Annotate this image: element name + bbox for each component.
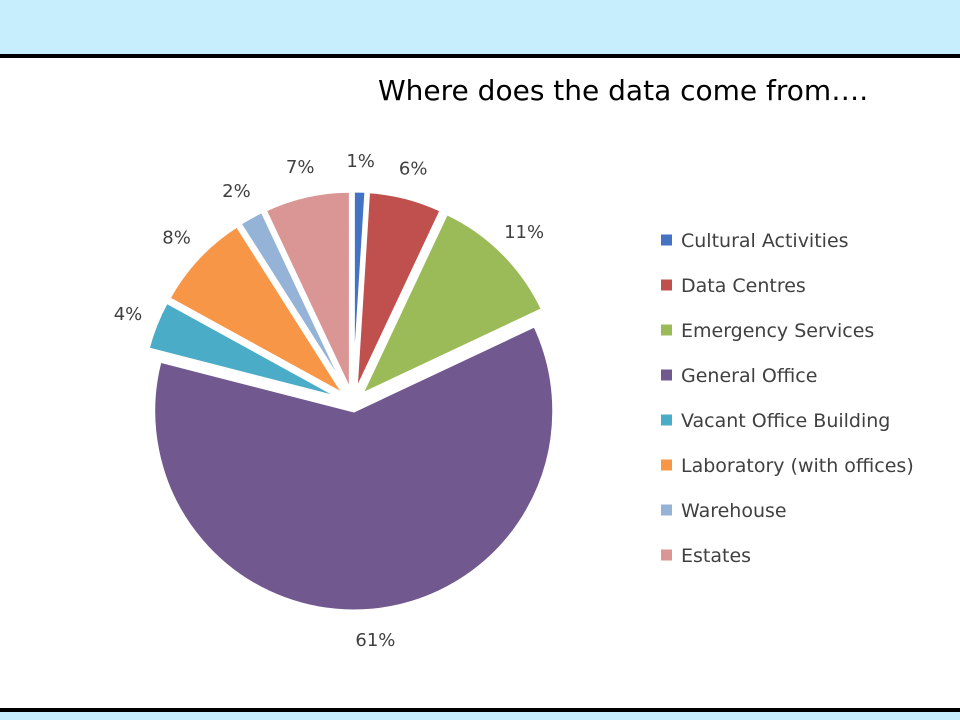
footer-band [0, 712, 960, 720]
chart-legend: Cultural Activities Data Centres Emergency… [661, 230, 914, 567]
legend-swatch-emergency-services [661, 324, 672, 336]
data-label-general-office: 61% [355, 630, 395, 651]
pie-slice-warehouse [237, 209, 349, 394]
footer-divider [0, 708, 960, 712]
header-divider [0, 54, 960, 58]
data-label-emergency-services: 11% [504, 222, 544, 243]
legend-label-warehouse: Warehouse [681, 500, 787, 522]
legend-swatch-data-centres [661, 279, 672, 291]
data-label-data-centres: 6% [399, 159, 428, 180]
pie-data-labels: 1% 6% 11% 61% 4% 8% 2% 7% [114, 151, 544, 651]
legend-label-vacant-office-building: Vacant Office Building [681, 410, 890, 432]
legend-label-laboratory-with-offices: Laboratory (with offices) [681, 455, 914, 477]
legend-label-cultural-activities: Cultural Activities [681, 230, 849, 252]
legend-label-estates: Estates [681, 545, 751, 567]
legend-swatch-vacant-office-building [661, 414, 672, 426]
data-label-warehouse: 2% [222, 181, 251, 202]
data-label-cultural-activities: 1% [346, 151, 375, 172]
pie-slice-general-office [152, 323, 556, 613]
legend-swatch-cultural-activities [661, 234, 672, 246]
pie-slice-estates [263, 189, 352, 392]
legend-swatch-general-office [661, 369, 672, 381]
pie-slice-emergency-services [358, 211, 545, 398]
pie-slice-data-centres [354, 190, 444, 393]
legend-swatch-warehouse [661, 504, 672, 516]
pie-slice-laboratory-with-offices [166, 223, 346, 397]
slide-title: Where does the data come from…. [378, 74, 869, 107]
header-band [0, 0, 960, 54]
legend-label-general-office: General Office [681, 365, 817, 387]
pie-slices [146, 189, 556, 613]
data-label-estates: 7% [286, 157, 315, 178]
data-label-vacant-office-building: 4% [114, 304, 143, 325]
legend-swatch-laboratory-with-offices [661, 459, 672, 471]
pie-slice-cultural-activities [351, 189, 368, 392]
data-label-laboratory-with-offices: 8% [162, 227, 191, 248]
legend-swatch-estates [661, 549, 672, 561]
pie-slice-vacant-office-building [146, 300, 343, 401]
legend-label-data-centres: Data Centres [681, 275, 806, 297]
legend-label-emergency-services: Emergency Services [681, 320, 874, 342]
